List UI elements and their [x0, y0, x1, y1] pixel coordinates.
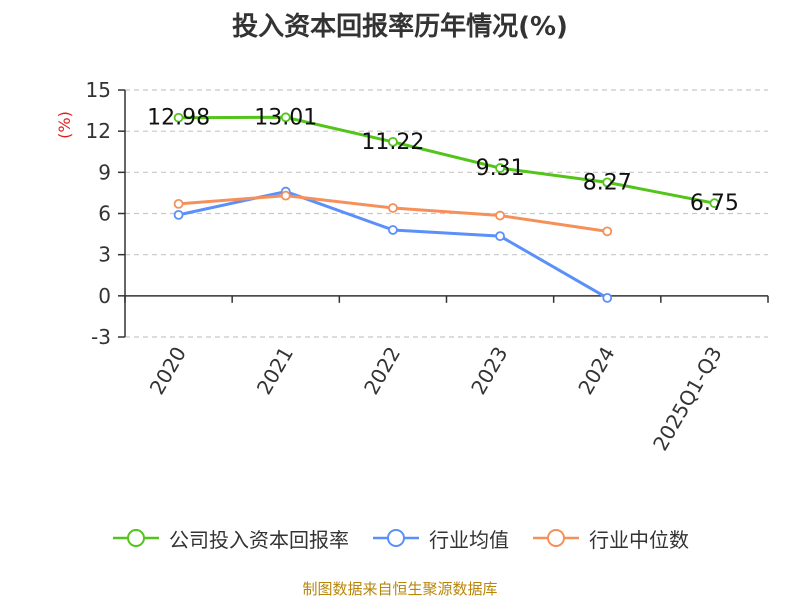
chart-plot: -3 0 3 6 9 12 15 (%) 2020 2021 2022 2023 2024 2025Q1-…	[55, 78, 769, 455]
y-tick-label: 12	[86, 119, 111, 143]
data-point	[388, 225, 398, 235]
series-line	[178, 115, 715, 205]
y-tick-label: -3	[91, 325, 111, 349]
legend-label: 行业均值	[429, 527, 509, 552]
data-label: 13.01	[254, 105, 317, 130]
data-point	[280, 190, 291, 201]
y-tick-label: 3	[98, 243, 111, 267]
y-tick-label: 0	[98, 284, 111, 308]
y-tick-label: 15	[86, 78, 111, 102]
legend-marker-icon	[373, 529, 419, 547]
data-label: 9.31	[476, 156, 525, 181]
data-label: 8.27	[583, 170, 632, 195]
x-tick-label: 2021	[252, 343, 298, 399]
data-point	[173, 209, 184, 220]
legend-marker-icon	[533, 529, 579, 547]
data-point	[709, 198, 720, 209]
legend-item[interactable]: 行业中位数	[531, 524, 689, 553]
data-point	[388, 203, 398, 213]
x-tick-label: 2025Q1-Q3	[648, 343, 727, 455]
legend-marker-icon	[113, 529, 159, 547]
data-point	[602, 292, 613, 303]
data-point	[495, 210, 505, 221]
data-point	[602, 177, 613, 188]
data-point	[602, 226, 613, 237]
y-tick-label: 6	[98, 202, 111, 226]
x-tick-label: 2022	[359, 343, 405, 399]
x-tick-label: 2024	[573, 343, 619, 399]
data-label: 6.75	[690, 191, 739, 216]
data-point	[388, 136, 398, 147]
chart-title: 投入资本回报率历年情况(%)	[232, 12, 568, 42]
y-axis-label: (%)	[55, 111, 74, 139]
data-point	[173, 112, 184, 123]
data-label: 11.22	[361, 130, 424, 155]
source-note: 制图数据来自恒生聚源数据库	[302, 580, 498, 598]
chart-legend: 公司投入资本回报率 行业均值 行业中位数	[0, 520, 800, 556]
data-label: 12.98	[147, 106, 210, 131]
data-point	[173, 198, 184, 209]
data-point	[280, 112, 291, 123]
y-tick-label: 9	[98, 160, 111, 184]
legend-item[interactable]: 公司投入资本回报率	[111, 524, 349, 553]
data-point	[495, 163, 505, 173]
x-tick-label: 2020	[145, 343, 191, 399]
data-point	[495, 231, 505, 242]
legend-label: 行业中位数	[589, 527, 689, 552]
x-tick-label: 2023	[466, 343, 512, 399]
legend-label: 公司投入资本回报率	[169, 527, 349, 552]
legend-item[interactable]: 行业均值	[371, 524, 509, 553]
